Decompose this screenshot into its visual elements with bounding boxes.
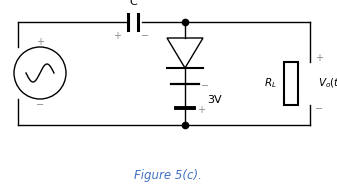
Text: +: + bbox=[36, 37, 44, 47]
Text: −: − bbox=[201, 81, 209, 91]
Text: +: + bbox=[113, 31, 121, 41]
Text: +: + bbox=[197, 105, 205, 115]
Text: −: − bbox=[141, 31, 149, 41]
Text: $V_o(t)$: $V_o(t)$ bbox=[318, 77, 337, 90]
Text: 3V: 3V bbox=[207, 95, 222, 105]
Text: −: − bbox=[315, 104, 323, 114]
Text: Figure 5(c).: Figure 5(c). bbox=[134, 168, 202, 182]
Bar bbox=[284, 62, 298, 105]
Text: $R_L$: $R_L$ bbox=[264, 77, 276, 90]
Text: +: + bbox=[315, 53, 323, 63]
Text: −: − bbox=[36, 100, 44, 110]
Text: C: C bbox=[129, 0, 137, 7]
